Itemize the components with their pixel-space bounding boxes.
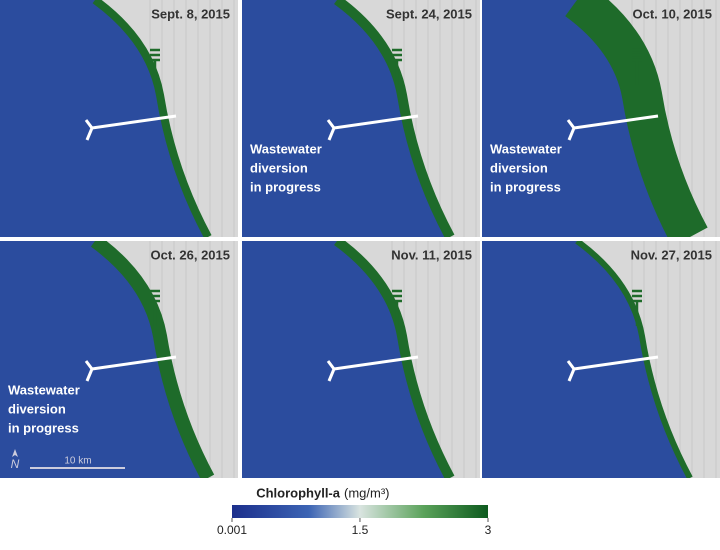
annotation: in progress [250, 179, 321, 194]
panel-content [0, 241, 238, 478]
ocean [0, 0, 208, 237]
coastal-bloom [334, 241, 455, 478]
ocean [242, 0, 450, 237]
annotation: diversion [8, 401, 66, 416]
map-panel: Oct. 26, 2015 Wastewater diversion in progr… [0, 241, 238, 478]
north-label: N [11, 457, 20, 471]
panel-content [242, 241, 480, 478]
outfall-pipe [566, 355, 659, 382]
panel-date: Oct. 26, 2015 [151, 247, 231, 262]
colorbar-title: Chlorophyll-a [256, 485, 341, 500]
north-arrow [12, 449, 18, 457]
outfall-pipe [84, 355, 177, 382]
ocean [242, 241, 450, 478]
panel-date: Oct. 10, 2015 [633, 6, 713, 21]
map-panel: Nov. 11, 2015 [242, 241, 480, 478]
pier [632, 289, 642, 326]
annotation: Wastewater [490, 141, 562, 156]
outfall-pipe [566, 114, 659, 141]
coastal-bloom [334, 0, 455, 237]
panel-content [482, 0, 720, 237]
colorbar-units: (mg/m³) [344, 485, 390, 500]
annotation: in progress [490, 179, 561, 194]
map-panel: Oct. 10, 2015 Wastewater diversion in progr… [482, 0, 720, 237]
pier [392, 289, 402, 326]
panel-date: Sept. 24, 2015 [386, 6, 472, 21]
ocean [482, 0, 690, 237]
colorbar-tick-label: 1.5 [352, 523, 369, 537]
map-panel: Sept. 8, 2015 [0, 0, 238, 237]
ocean [482, 241, 690, 478]
panel-date: Nov. 11, 2015 [391, 247, 472, 262]
annotation: diversion [250, 160, 308, 175]
coastal-bloom [92, 0, 212, 237]
outfall-pipe [326, 355, 419, 382]
scale-label: 10 km [64, 456, 91, 467]
colorbar [232, 505, 488, 518]
coastal-bloom [90, 241, 215, 478]
colorbar-tick-label: 3 [485, 523, 492, 537]
colorbar-tick-label: 0.001 [217, 523, 247, 537]
panel-date: Sept. 8, 2015 [151, 6, 230, 21]
outfall-pipe [84, 114, 177, 141]
outfall-pipe [326, 114, 419, 141]
panel-content [482, 241, 720, 478]
annotation: Wastewater [250, 141, 322, 156]
coastal-bloom [575, 241, 693, 478]
map-panel: Nov. 27, 2015 [482, 241, 720, 478]
coastal-bloom [564, 0, 708, 237]
map-panel: Sept. 24, 2015 Wastewater diversion in prog… [242, 0, 480, 237]
panel-content [0, 0, 238, 237]
annotation: Wastewater [8, 382, 80, 397]
pier [150, 48, 160, 85]
pier [392, 48, 402, 85]
panel-date: Nov. 27, 2015 [631, 247, 712, 262]
ocean [0, 241, 208, 478]
pier [150, 289, 160, 326]
annotation: in progress [8, 420, 79, 435]
annotation: diversion [490, 160, 548, 175]
pier [632, 48, 642, 85]
panel-content [242, 0, 480, 237]
